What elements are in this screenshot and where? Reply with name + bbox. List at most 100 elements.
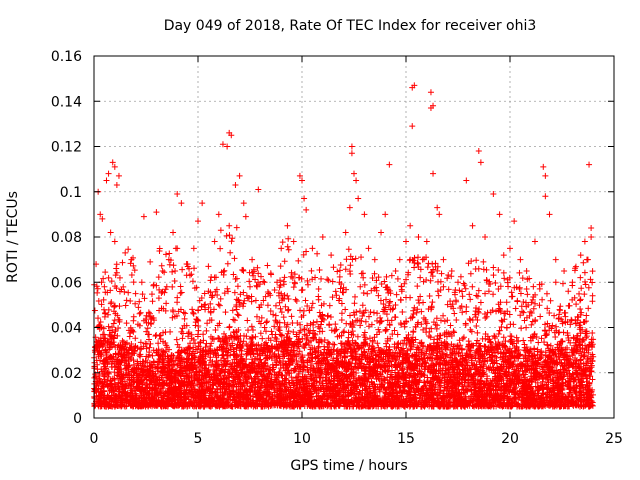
data-point	[175, 308, 182, 315]
data-point	[189, 278, 196, 285]
data-point	[91, 347, 98, 354]
data-point	[166, 346, 173, 353]
data-point	[188, 383, 195, 390]
data-point	[141, 392, 148, 399]
data-point	[146, 351, 153, 358]
data-point	[196, 387, 203, 394]
data-point	[171, 313, 178, 320]
data-point	[148, 291, 155, 298]
data-point	[118, 347, 125, 354]
data-point	[155, 381, 162, 388]
data-point	[184, 403, 191, 410]
data-point	[132, 387, 139, 394]
data-point	[192, 361, 199, 368]
data-point	[124, 364, 131, 371]
data-point	[193, 346, 200, 353]
data-point	[94, 285, 101, 292]
data-point	[126, 379, 133, 386]
data-point	[121, 378, 128, 385]
data-point	[196, 400, 203, 407]
data-point	[106, 346, 113, 353]
data-point	[114, 312, 121, 319]
data-point	[207, 333, 214, 340]
data-point	[174, 396, 181, 403]
data-point	[210, 363, 217, 370]
data-point	[157, 365, 164, 372]
data-point	[164, 371, 171, 378]
data-point	[136, 346, 143, 353]
data-point	[154, 376, 161, 383]
data-point	[206, 317, 213, 324]
data-point	[178, 328, 185, 335]
data-point	[94, 380, 101, 387]
data-point	[125, 327, 132, 334]
data-point	[142, 389, 149, 396]
data-point	[114, 372, 121, 379]
data-point	[177, 393, 184, 400]
data-point	[161, 269, 168, 276]
data-point	[131, 267, 138, 274]
data-point	[130, 279, 137, 286]
data-point	[144, 331, 151, 338]
data-point	[164, 396, 171, 403]
data-point	[149, 298, 156, 305]
data-point	[204, 369, 211, 376]
data-point	[205, 385, 212, 392]
data-point	[181, 395, 188, 402]
data-point	[205, 371, 212, 378]
data-point	[211, 274, 218, 281]
data-point	[200, 337, 207, 344]
data-point	[194, 331, 201, 338]
data-point	[107, 287, 114, 294]
data-point	[136, 384, 143, 391]
data-point	[112, 272, 119, 279]
data-point	[113, 265, 120, 272]
data-point	[208, 373, 215, 380]
data-point	[181, 315, 188, 322]
data-point	[186, 379, 193, 386]
data-point	[105, 373, 112, 380]
data-point	[203, 380, 210, 387]
data-point	[163, 380, 170, 387]
data-point	[143, 345, 150, 352]
data-point	[136, 298, 143, 305]
data-point	[191, 350, 198, 357]
data-point	[101, 373, 108, 380]
data-point	[117, 401, 124, 408]
data-point	[104, 369, 111, 376]
data-point	[112, 384, 119, 391]
data-point	[166, 250, 173, 257]
data-point	[168, 352, 175, 359]
data-point	[211, 336, 218, 343]
data-point	[94, 289, 101, 296]
data-point	[104, 392, 111, 399]
data-point	[181, 362, 188, 369]
data-point	[120, 283, 127, 290]
data-point	[191, 265, 198, 272]
data-point	[100, 341, 107, 348]
data-point	[176, 379, 183, 386]
data-point	[168, 398, 175, 405]
data-point	[105, 323, 112, 330]
data-point	[115, 388, 122, 395]
data-point	[116, 288, 123, 295]
data-point	[135, 403, 142, 410]
data-point	[159, 357, 166, 364]
data-point	[95, 337, 102, 344]
data-point	[155, 295, 162, 302]
data-point	[92, 343, 99, 350]
data-points	[91, 82, 597, 410]
data-point	[145, 309, 152, 316]
data-point	[173, 336, 180, 343]
data-point	[105, 403, 112, 410]
data-point	[155, 340, 162, 347]
data-point	[198, 295, 205, 302]
data-point	[161, 364, 168, 371]
data-point	[190, 310, 197, 317]
data-point	[166, 382, 173, 389]
data-point	[156, 247, 163, 254]
data-point	[163, 251, 170, 258]
data-point	[136, 310, 143, 317]
data-point	[187, 345, 194, 352]
